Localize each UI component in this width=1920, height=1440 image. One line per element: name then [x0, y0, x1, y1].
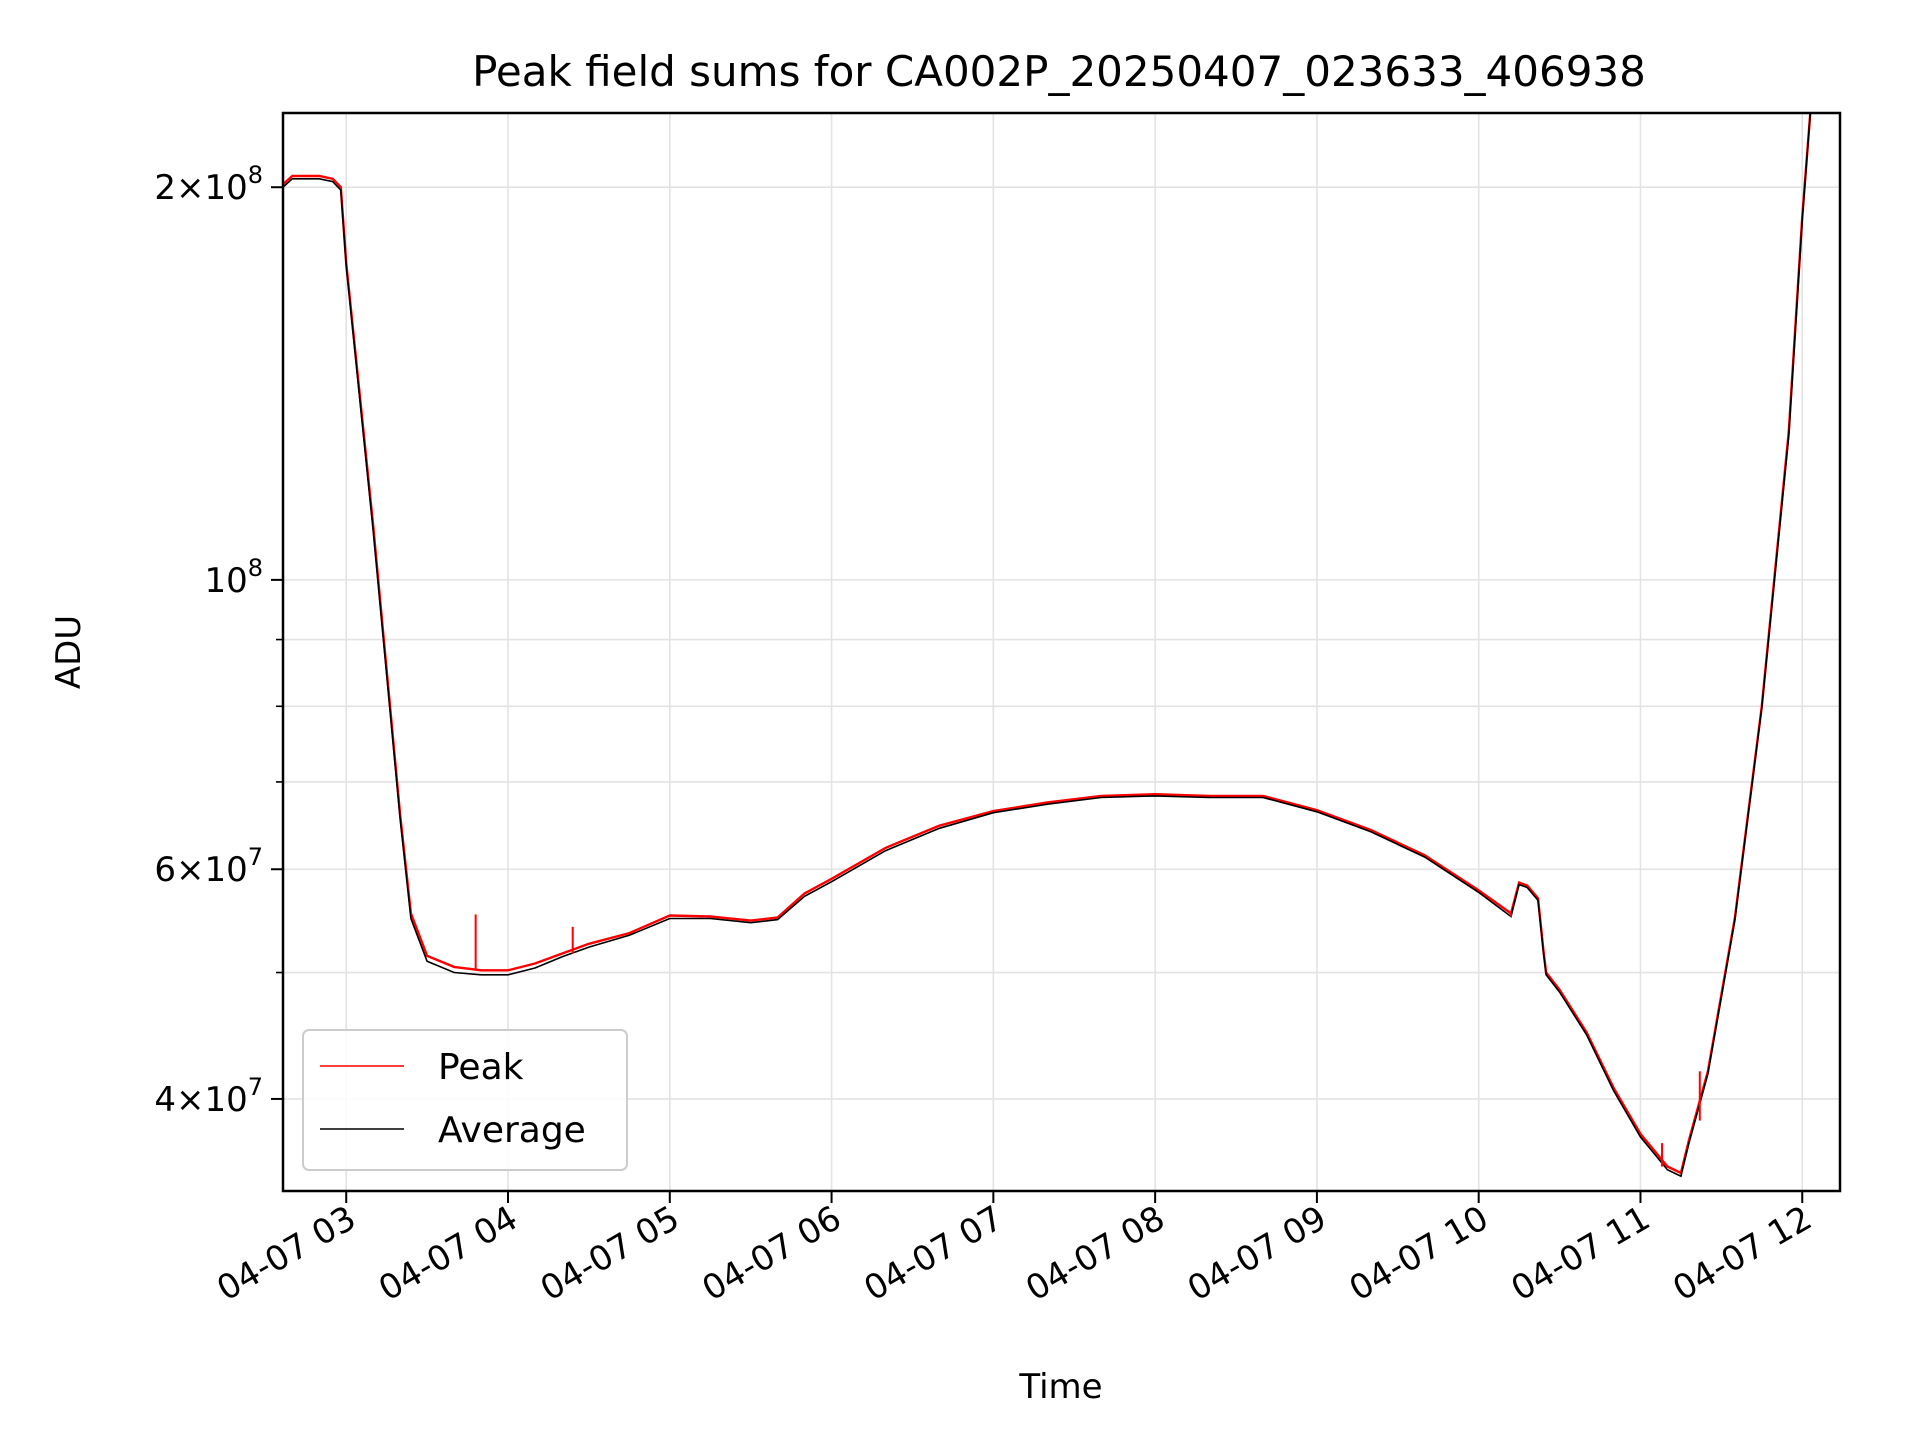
y-axis-label: ADU: [49, 615, 89, 689]
y-tick-label: 4×107: [154, 1073, 263, 1120]
series-layer: [283, 113, 1812, 1178]
y-axis: 2×108 108 6×107 4×107: [154, 161, 283, 1120]
legend-label-peak: Peak: [438, 1047, 524, 1088]
y-tick-label: 108: [204, 554, 263, 601]
x-axis-label: Time: [1018, 1367, 1102, 1407]
legend: Peak Average: [302, 1029, 628, 1171]
grid: [283, 113, 1840, 1191]
y-tick-label: 2×108: [154, 161, 263, 208]
series-line-average: [283, 113, 1812, 1178]
plot-frame: [281, 111, 1842, 1193]
chart-title: Peak field sums for CA002P_20250407_0236…: [472, 47, 1646, 96]
y-tick-label: 6×107: [154, 843, 263, 890]
legend-label-average: Average: [438, 1110, 586, 1151]
legend-box: [302, 1029, 628, 1171]
